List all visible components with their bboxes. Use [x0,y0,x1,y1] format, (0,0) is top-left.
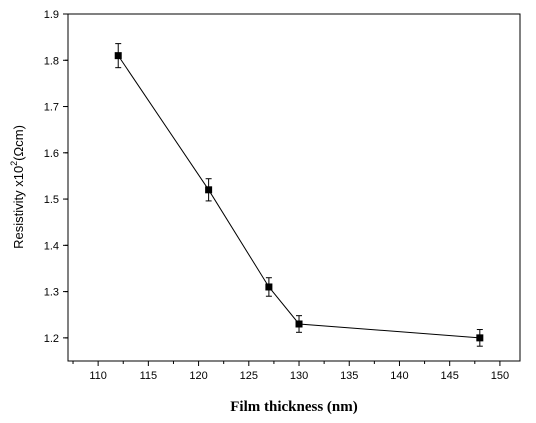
series-line [117,55,480,339]
x-tick-label: 135 [340,370,358,382]
x-tick-label: 145 [441,370,459,382]
y-tick-label: 1.3 [44,287,59,299]
y-tick-label: 1.7 [44,102,59,114]
data-point [295,320,303,328]
y-axis-label-unit: (Ωcm) [11,125,26,161]
x-tick-label: 140 [390,370,408,382]
y-tick-label: 1.8 [44,55,59,67]
data-point [114,52,122,60]
x-tick-label: 130 [290,370,308,382]
x-tick-label: 150 [491,370,509,382]
y-tick-label: 1.6 [44,148,59,160]
x-tick-label: 115 [140,370,158,382]
x-tick-label: 110 [89,370,107,382]
x-tick-label: 120 [189,370,207,382]
data-point [476,334,484,342]
y-axis-label-base: Resistivity x10 [11,166,26,249]
data-point [205,186,213,194]
y-axis-label: Resistivity x102(Ωcm) [9,125,26,249]
y-tick-label: 1.4 [44,240,59,252]
series-layer [114,43,484,347]
x-axis-label: Film thickness (nm) [230,399,358,415]
y-tick-label: 1.5 [44,194,59,206]
x-axis-ticks: 110 115 120 125 130 135 140 145 150 [72,361,509,382]
data-point [265,283,273,291]
x-tick-label: 125 [240,370,258,382]
y-axis-ticks: 1.2 1.3 1.4 1.5 1.6 1.7 1.8 1.9 [44,9,68,345]
y-axis-label-exponent: 2 [9,161,19,166]
y-tick-label: 1.2 [44,333,59,345]
plot-frame [67,13,521,362]
y-tick-label: 1.9 [44,9,59,21]
